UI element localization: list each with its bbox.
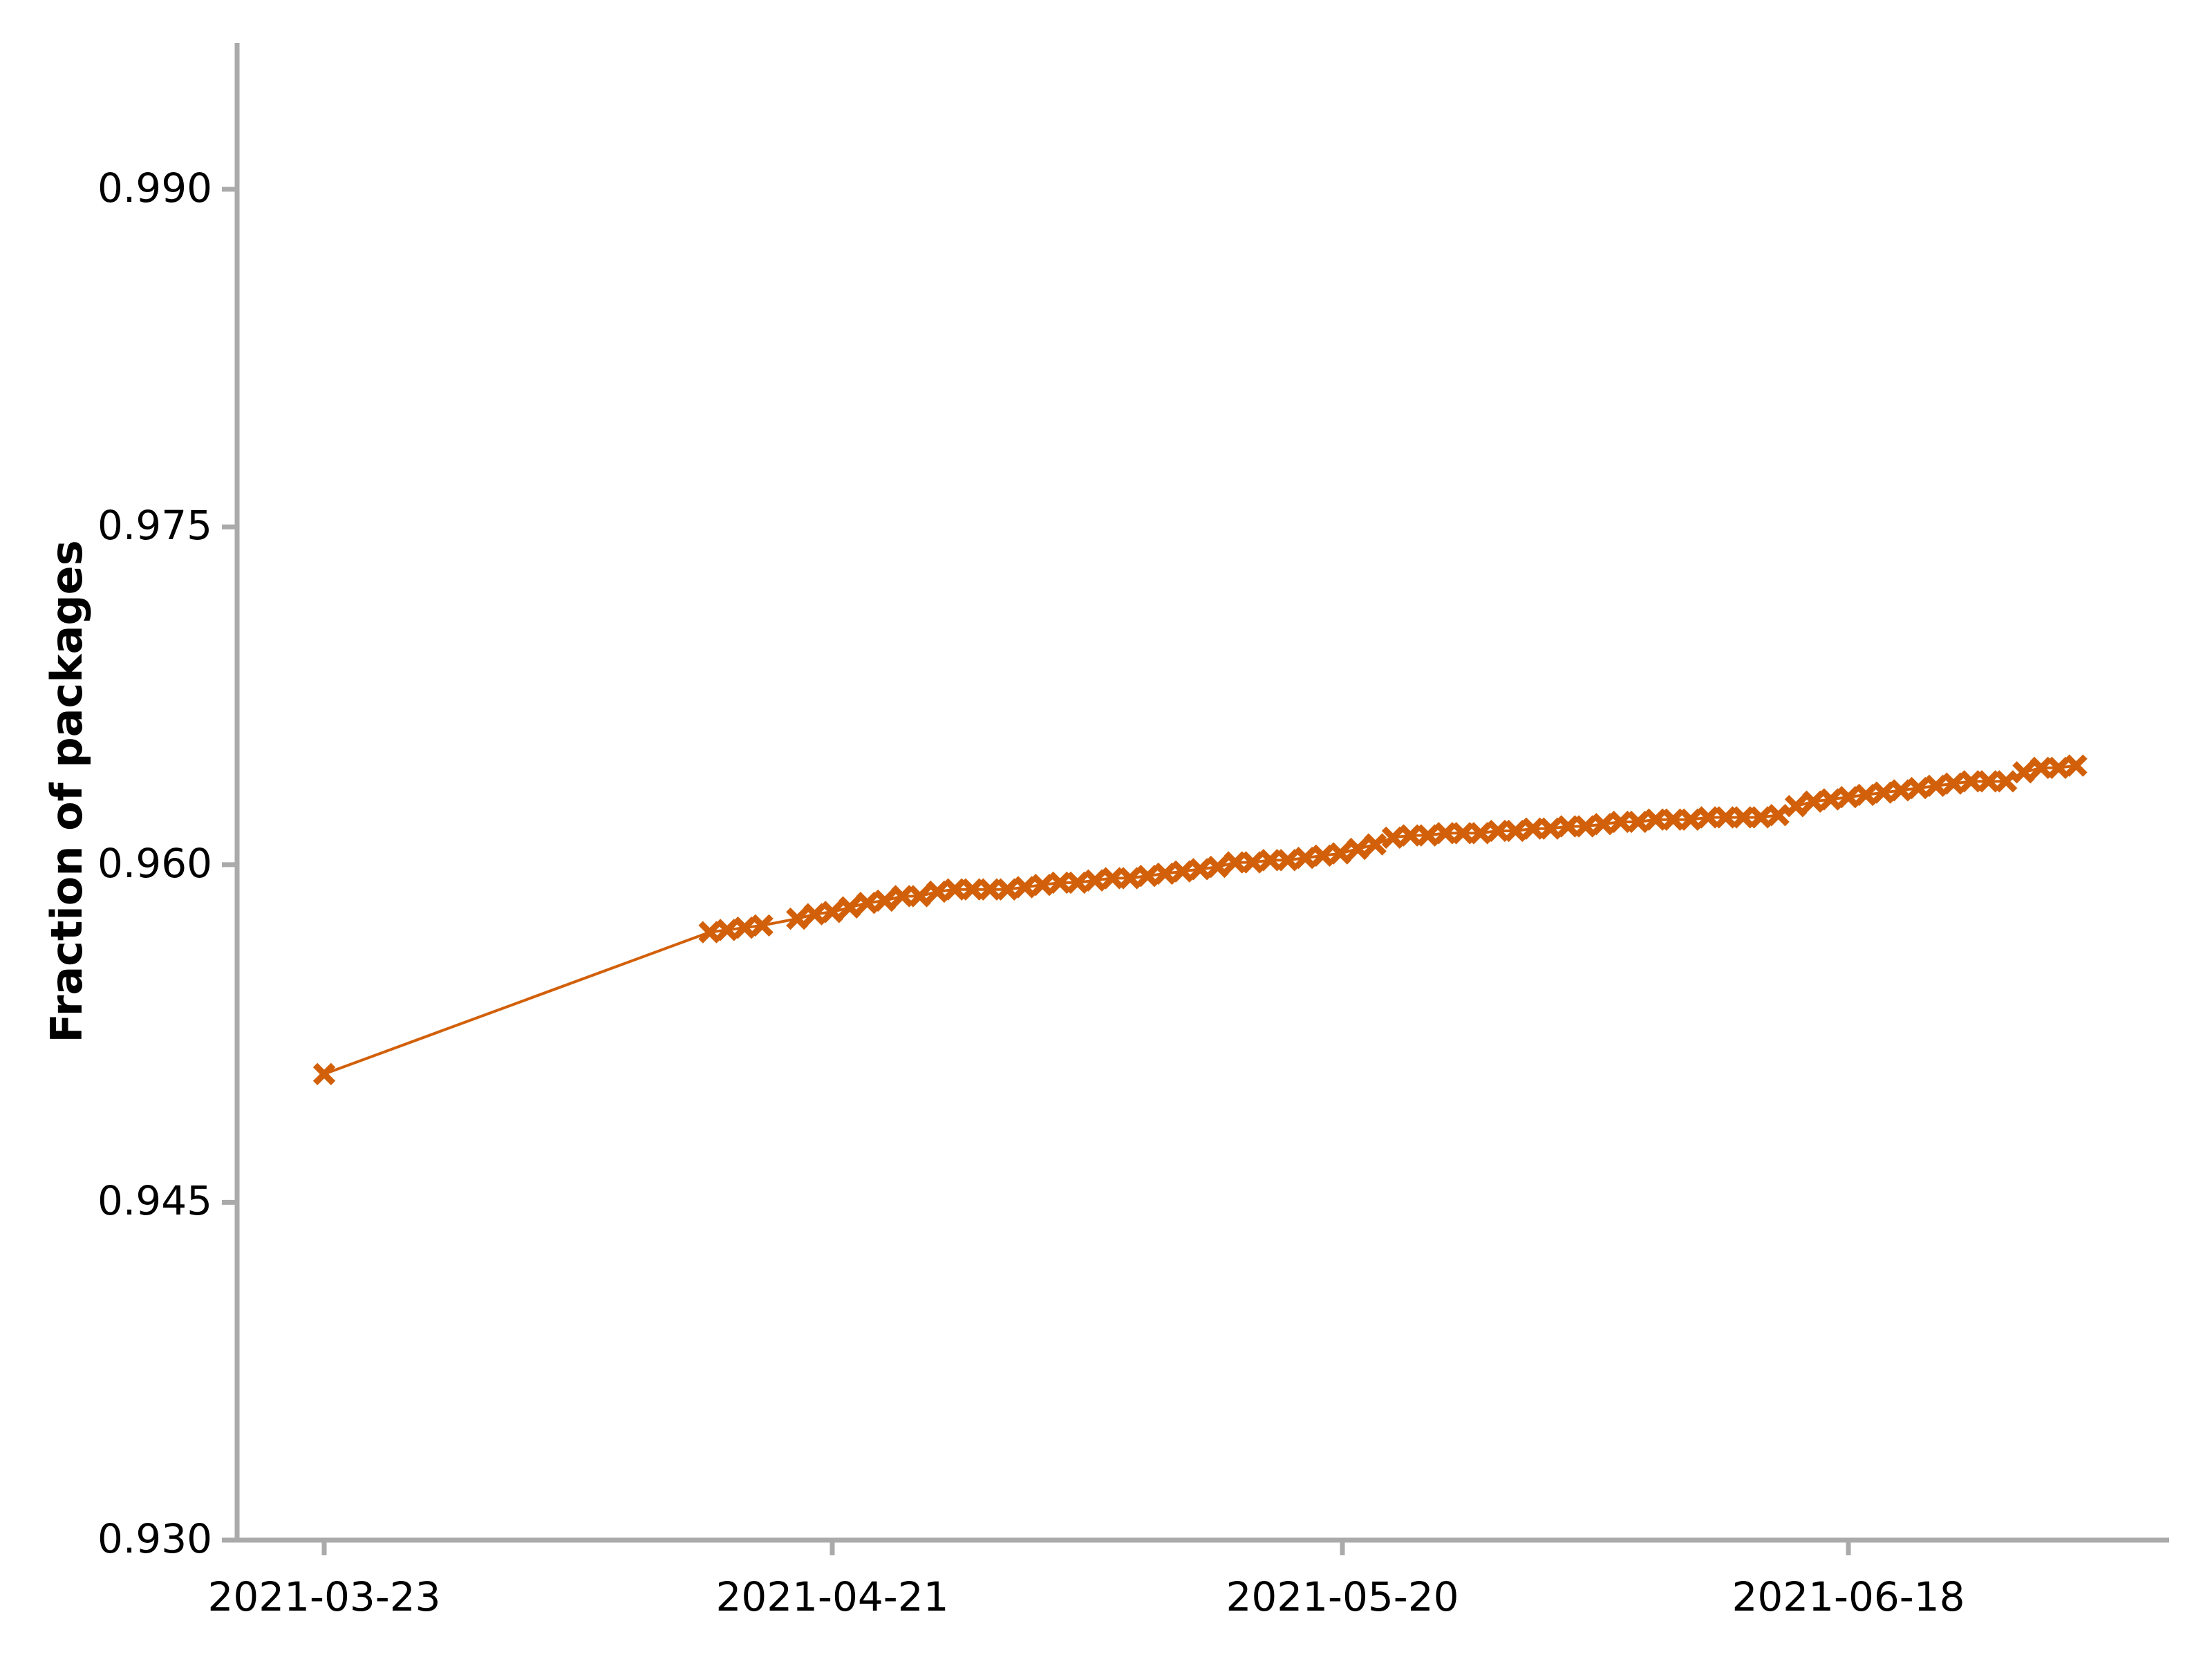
data-point-marker — [1750, 806, 1772, 829]
y-axis-tick-label: 0.990 — [97, 164, 212, 212]
data-point-marker — [1118, 867, 1142, 890]
data-point-marker — [1434, 822, 1457, 845]
data-point-marker — [1977, 770, 2000, 793]
data-point-marker — [838, 896, 861, 919]
data-point-marker — [751, 914, 774, 937]
x-axis-tick-label: 2021-05-20 — [1226, 1573, 1459, 1620]
data-point-marker — [1469, 822, 1492, 845]
data-point-marker — [1855, 783, 1877, 807]
data-point-marker — [1837, 785, 1860, 809]
data-series-line — [324, 764, 2077, 1076]
data-point-marker — [2012, 761, 2035, 784]
data-point-marker — [1486, 819, 1510, 843]
data-point-marker — [803, 903, 826, 926]
data-point-marker — [996, 878, 1019, 901]
data-point-marker — [1224, 851, 1247, 874]
data-point-marker — [1452, 822, 1474, 845]
data-point-marker — [1381, 826, 1405, 849]
data-point-marker — [312, 1062, 336, 1085]
data-point-marker — [1924, 774, 1947, 798]
data-point-marker — [1294, 846, 1317, 870]
data-point-marker — [1171, 860, 1194, 883]
data-point-marker — [1521, 817, 1544, 840]
data-point-marker — [698, 921, 721, 944]
data-point-marker — [1136, 864, 1159, 888]
data-point-marker — [1627, 810, 1650, 834]
x-axis-tick-label: 2021-06-18 — [1732, 1573, 1965, 1620]
y-axis-tick-label: 0.975 — [97, 502, 212, 550]
data-point-marker — [1066, 871, 1089, 894]
data-point-marker — [961, 878, 984, 901]
data-point-marker — [1329, 842, 1352, 865]
y-axis-tick-label: 0.930 — [97, 1515, 212, 1562]
data-point-marker — [978, 878, 1002, 901]
data-point-marker — [733, 916, 756, 939]
data-point-marker — [1101, 867, 1124, 890]
data-point-marker — [1557, 815, 1580, 838]
data-point-marker — [926, 880, 949, 903]
data-point-marker — [1767, 804, 1790, 827]
data-point-marker — [1697, 806, 1720, 829]
data-point-marker — [891, 885, 914, 908]
data-point-marker — [1539, 817, 1562, 840]
data-point-marker — [873, 889, 897, 912]
data-point-marker — [1259, 849, 1282, 872]
data-point-marker — [1679, 808, 1703, 831]
data-point-marker — [1399, 824, 1422, 847]
series-polyline — [324, 764, 2077, 1076]
data-point-marker — [1031, 873, 1054, 897]
data-point-marker — [1784, 794, 1808, 818]
data-point-marker — [1276, 849, 1300, 872]
data-point-marker — [1241, 851, 1264, 874]
data-point-marker — [1819, 788, 1842, 811]
data-point-marker — [1364, 833, 1387, 856]
data-point-marker — [1049, 871, 1071, 894]
data-point-marker — [1154, 862, 1177, 885]
data-point-marker — [856, 892, 879, 915]
data-point-marker — [1942, 772, 1965, 795]
y-axis-title: Fraction of packages — [41, 540, 92, 1043]
data-point-marker — [1889, 779, 1913, 802]
axis-ticks — [222, 187, 1851, 1555]
data-point-marker — [1574, 815, 1597, 838]
x-axis-tick-label: 2021-04-21 — [715, 1573, 949, 1620]
data-point-marker — [1504, 819, 1527, 843]
data-point-marker — [2047, 756, 2070, 779]
data-point-marker — [786, 907, 809, 930]
data-point-marker — [1960, 770, 1983, 793]
data-point-marker — [1189, 858, 1212, 881]
data-point-marker — [944, 878, 966, 901]
data-point-marker — [1907, 776, 1930, 800]
data-point-marker — [1714, 806, 1737, 829]
data-point-marker — [1609, 810, 1632, 834]
data-point-marker — [1311, 844, 1334, 868]
data-point-marker — [1591, 813, 1615, 836]
y-axis-tick-label: 0.960 — [97, 839, 212, 887]
data-point-marker — [1802, 790, 1825, 813]
data-point-marker — [1732, 806, 1755, 829]
data-point-marker — [2030, 756, 2052, 779]
data-point-marker — [1347, 837, 1369, 861]
data-point-marker — [1872, 781, 1895, 804]
data-point-marker — [715, 919, 739, 941]
data-point-marker — [1206, 855, 1229, 879]
data-point-marker — [1994, 770, 2018, 793]
data-point-marker — [821, 901, 844, 924]
data-point-marker — [1662, 808, 1685, 831]
data-point-marker — [1416, 824, 1439, 847]
data-point-marker — [1083, 869, 1107, 892]
data-point-marker — [2065, 754, 2088, 777]
x-axis-tick-label: 2021-03-23 — [207, 1573, 441, 1620]
data-series-markers — [312, 754, 2088, 1085]
data-point-marker — [908, 885, 931, 908]
y-axis-tick-label: 0.945 — [97, 1177, 212, 1225]
data-point-marker — [1013, 876, 1036, 899]
data-point-marker — [1644, 808, 1667, 831]
